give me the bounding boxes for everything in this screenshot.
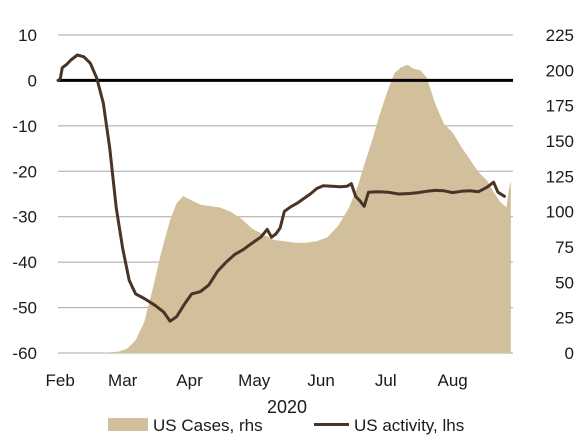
right-tick-label: 125: [546, 167, 574, 186]
left-tick-label: 0: [28, 71, 37, 90]
right-tick-label: 50: [555, 273, 574, 292]
left-tick-label: -40: [12, 253, 37, 272]
right-tick-label: 225: [546, 26, 574, 45]
x-tick-label: Aug: [437, 371, 467, 390]
left-tick-label: -50: [12, 299, 37, 318]
x-tick-label: Apr: [176, 371, 203, 390]
right-tick-label: 150: [546, 132, 574, 151]
left-tick-label: 10: [18, 26, 37, 45]
activity-line-layer: [56, 53, 506, 323]
right-axis-ticks: 225 200 175 150 125 100 75 50 25 0: [546, 26, 574, 363]
legend-label-cases: US Cases, rhs: [153, 416, 263, 435]
left-tick-label: -10: [12, 117, 37, 136]
left-tick-label: -20: [12, 162, 37, 181]
x-tick-label: May: [238, 371, 271, 390]
right-tick-label: 100: [546, 203, 574, 222]
right-tick-label: 175: [546, 97, 574, 116]
right-tick-label: 0: [565, 344, 574, 363]
x-tick-label: Feb: [46, 371, 75, 390]
left-tick-label: -60: [12, 344, 37, 363]
x-tick-label: Jun: [307, 371, 334, 390]
legend: US Cases, rhs US activity, lhs: [108, 416, 464, 435]
cases-area-layer: [58, 64, 511, 353]
x-tick-label: Jul: [375, 371, 397, 390]
x-tick-label: Mar: [108, 371, 138, 390]
right-tick-label: 75: [555, 238, 574, 257]
cases-area: [58, 64, 511, 353]
left-axis-ticks: 10 0 -10 -20 -30 -40 -50 -60: [12, 26, 37, 363]
legend-label-activity: US activity, lhs: [354, 416, 464, 435]
right-tick-label: 200: [546, 61, 574, 80]
activity-line: [56, 53, 506, 323]
x-axis-label: 2020: [267, 397, 307, 417]
right-tick-label: 25: [555, 309, 574, 328]
legend-swatch-cases: [108, 418, 148, 431]
left-tick-label: -30: [12, 208, 37, 227]
x-axis-ticks: Feb Mar Apr May Jun Jul Aug: [46, 371, 468, 390]
